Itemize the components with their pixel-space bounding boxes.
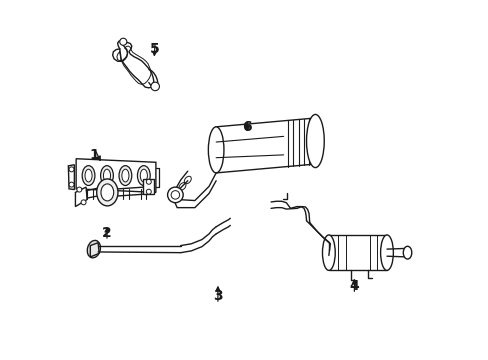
Text: 3: 3 <box>213 289 222 303</box>
Text: 1: 1 <box>89 148 99 162</box>
Text: 5: 5 <box>150 42 160 56</box>
Ellipse shape <box>146 179 151 184</box>
Ellipse shape <box>69 167 74 172</box>
Ellipse shape <box>85 169 92 182</box>
Ellipse shape <box>119 166 132 185</box>
Text: 4: 4 <box>349 279 359 293</box>
Ellipse shape <box>380 235 392 270</box>
Ellipse shape <box>403 246 411 259</box>
Ellipse shape <box>137 166 150 185</box>
Ellipse shape <box>140 169 147 182</box>
Ellipse shape <box>103 169 110 182</box>
Ellipse shape <box>151 82 159 91</box>
Ellipse shape <box>208 127 224 173</box>
Polygon shape <box>75 187 87 207</box>
Ellipse shape <box>97 179 118 206</box>
Ellipse shape <box>69 182 74 187</box>
Ellipse shape <box>101 184 114 201</box>
Ellipse shape <box>167 187 183 203</box>
Ellipse shape <box>171 191 179 199</box>
Text: 6: 6 <box>242 120 252 134</box>
Polygon shape <box>76 159 156 192</box>
Ellipse shape <box>82 166 95 185</box>
Ellipse shape <box>322 235 335 270</box>
Polygon shape <box>328 235 386 270</box>
Ellipse shape <box>146 189 151 194</box>
Polygon shape <box>90 243 99 257</box>
Ellipse shape <box>120 38 126 45</box>
Polygon shape <box>68 165 74 190</box>
Ellipse shape <box>306 114 324 168</box>
Text: 2: 2 <box>102 226 112 240</box>
Polygon shape <box>143 179 154 194</box>
Ellipse shape <box>122 169 129 182</box>
Ellipse shape <box>87 240 100 258</box>
Ellipse shape <box>81 200 86 205</box>
Polygon shape <box>216 118 315 173</box>
Ellipse shape <box>101 166 113 185</box>
Ellipse shape <box>77 187 81 192</box>
